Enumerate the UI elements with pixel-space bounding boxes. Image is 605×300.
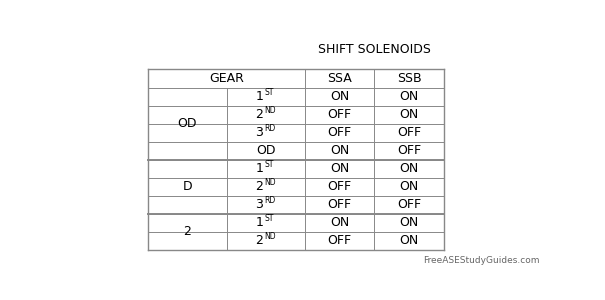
Text: RD: RD bbox=[264, 196, 275, 205]
Text: ST: ST bbox=[264, 214, 273, 223]
Text: ON: ON bbox=[399, 216, 419, 229]
Text: 2: 2 bbox=[255, 108, 263, 121]
Text: OFF: OFF bbox=[397, 144, 421, 157]
Text: 1: 1 bbox=[255, 216, 263, 229]
Text: RD: RD bbox=[264, 124, 275, 133]
Text: ST: ST bbox=[264, 88, 273, 97]
Text: GEAR: GEAR bbox=[209, 72, 244, 85]
Text: FreeASEStudyGuides.com: FreeASEStudyGuides.com bbox=[424, 256, 540, 265]
Text: ON: ON bbox=[330, 144, 349, 157]
Text: 1: 1 bbox=[255, 162, 263, 175]
Text: 2: 2 bbox=[183, 225, 191, 238]
Text: ON: ON bbox=[399, 108, 419, 121]
Text: ON: ON bbox=[330, 162, 349, 175]
Text: ND: ND bbox=[264, 106, 276, 115]
Text: ON: ON bbox=[330, 90, 349, 103]
Text: 3: 3 bbox=[255, 198, 263, 211]
Text: OFF: OFF bbox=[327, 126, 352, 139]
Text: OFF: OFF bbox=[397, 126, 421, 139]
Text: OFF: OFF bbox=[327, 234, 352, 247]
Text: 2: 2 bbox=[255, 180, 263, 193]
Text: SSA: SSA bbox=[327, 72, 352, 85]
Text: ON: ON bbox=[399, 180, 419, 193]
Text: 2: 2 bbox=[255, 234, 263, 247]
Text: ON: ON bbox=[399, 162, 419, 175]
Text: OD: OD bbox=[178, 117, 197, 130]
Text: ON: ON bbox=[399, 234, 419, 247]
Text: SSB: SSB bbox=[397, 72, 421, 85]
Text: ND: ND bbox=[264, 232, 276, 241]
Text: SHIFT SOLENOIDS: SHIFT SOLENOIDS bbox=[318, 43, 431, 56]
Text: OFF: OFF bbox=[327, 108, 352, 121]
Text: OFF: OFF bbox=[327, 198, 352, 211]
Text: ST: ST bbox=[264, 160, 273, 169]
Text: 3: 3 bbox=[255, 126, 263, 139]
Text: ON: ON bbox=[330, 216, 349, 229]
Text: D: D bbox=[183, 180, 192, 193]
Text: ON: ON bbox=[399, 90, 419, 103]
Text: ND: ND bbox=[264, 178, 276, 187]
Text: OFF: OFF bbox=[397, 198, 421, 211]
Text: 1: 1 bbox=[255, 90, 263, 103]
Text: OFF: OFF bbox=[327, 180, 352, 193]
Text: OD: OD bbox=[256, 144, 275, 157]
